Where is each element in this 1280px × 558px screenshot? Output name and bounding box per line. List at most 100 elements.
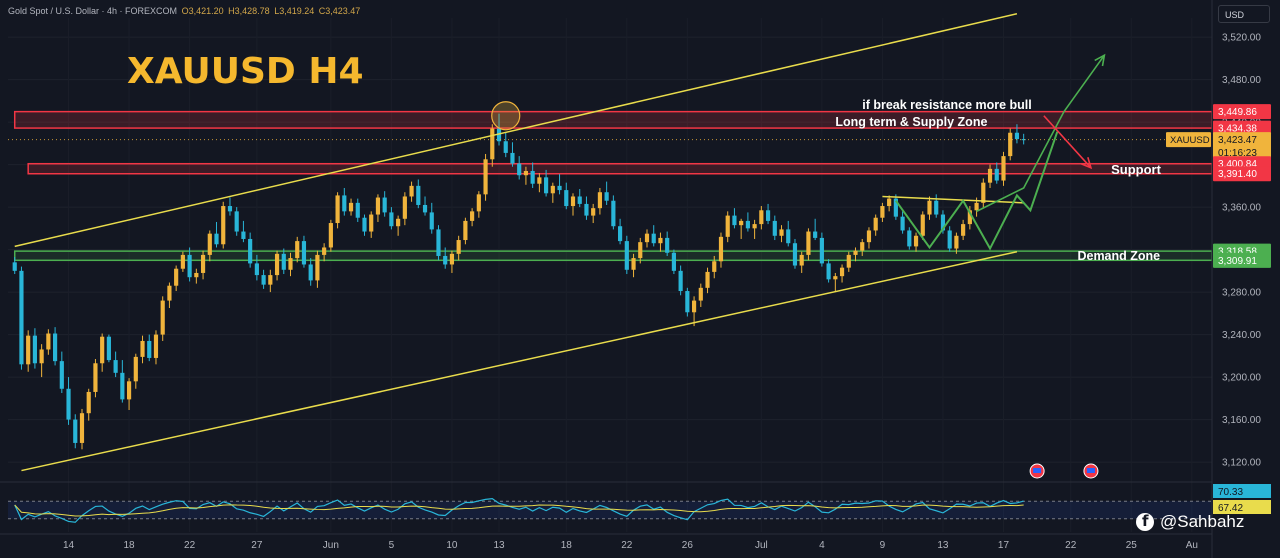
time-tick-label: 22: [1065, 540, 1077, 551]
candle: [463, 217, 468, 245]
event-flag-icon: [1083, 463, 1099, 479]
candle-body: [523, 170, 529, 176]
candle: [167, 282, 172, 309]
candle: [732, 208, 737, 229]
candle-body: [268, 275, 273, 285]
candle-body: [510, 152, 515, 164]
candle: [772, 215, 777, 241]
candle-body: [288, 258, 293, 270]
candle-body: [866, 230, 872, 243]
candle-body: [147, 340, 152, 358]
candle: [866, 227, 872, 249]
candle: [187, 247, 192, 282]
candle-body: [19, 270, 24, 365]
candle-body: [180, 254, 185, 269]
candle: [907, 227, 912, 250]
candle: [1008, 128, 1013, 161]
candle-body: [907, 230, 912, 247]
candle-body: [174, 268, 179, 286]
candle: [591, 203, 596, 224]
candle: [160, 296, 165, 341]
candle-body: [79, 413, 85, 443]
candle-body: [126, 381, 132, 400]
time-tick-label: 27: [251, 540, 263, 551]
candle: [887, 195, 892, 212]
candle: [416, 179, 421, 209]
candle-body: [106, 336, 111, 361]
candle-body: [160, 300, 165, 335]
candle: [126, 378, 132, 411]
candle: [873, 214, 878, 236]
price-label-text: 3,449.86: [1218, 107, 1257, 118]
candle: [786, 220, 791, 247]
symbol-name[interactable]: Gold Spot / U.S. Dollar · 4h · FOREXCOM: [8, 6, 178, 16]
candle: [79, 408, 85, 450]
candle-body: [806, 231, 811, 255]
candle-body: [887, 198, 892, 207]
currency-button[interactable]: USD: [1218, 5, 1270, 23]
price-tick-label: 3,120.00: [1222, 458, 1261, 469]
rsi-value-label: 70.33: [1213, 484, 1271, 498]
candle: [308, 258, 313, 286]
candle-body: [52, 333, 58, 362]
rsi-line: [14, 498, 1024, 523]
candle: [638, 237, 643, 264]
candle: [389, 207, 394, 230]
candle-body: [705, 271, 710, 288]
candle-body: [718, 236, 724, 262]
candle-body: [342, 195, 347, 212]
candle: [530, 162, 535, 188]
candle-body: [880, 206, 885, 218]
candle: [73, 414, 78, 449]
annotation-label: if break resistance more bull: [862, 98, 1032, 112]
price-label-current: 3,423.47 01:16:23 XAUUSD: [1166, 132, 1271, 161]
candle: [476, 191, 481, 218]
candle: [671, 249, 676, 275]
candle: [449, 250, 455, 273]
candle: [496, 113, 502, 146]
time-tick-label: 17: [998, 540, 1010, 551]
candle-body: [604, 192, 609, 201]
candle-body: [261, 275, 266, 285]
candle-body: [846, 254, 851, 268]
candle: [120, 360, 125, 403]
candle: [544, 169, 549, 197]
candles-layer: [12, 113, 1026, 450]
candle-body: [591, 208, 596, 216]
candle: [315, 250, 320, 288]
candle-body: [685, 291, 690, 313]
candle: [470, 208, 475, 227]
rsi-pane: [0, 481, 1280, 523]
candle-body: [940, 214, 946, 231]
candle: [618, 218, 623, 245]
price-label-bg: [1213, 104, 1271, 120]
candle-body: [752, 224, 757, 229]
candle-body: [913, 235, 919, 247]
candle: [396, 215, 401, 236]
candle-body: [954, 235, 959, 249]
price-tick-label: 3,480.00: [1222, 75, 1261, 86]
candle: [369, 211, 374, 238]
time-tick-label: 13: [493, 540, 505, 551]
rsi-ma-text: 67.42: [1218, 503, 1243, 514]
candle: [200, 250, 206, 280]
candle: [221, 201, 226, 249]
candle-body: [322, 247, 327, 255]
candle-body: [221, 206, 226, 245]
candle-body: [819, 237, 824, 264]
candle-body: [389, 212, 394, 227]
candle-body: [496, 128, 502, 142]
candle: [1001, 151, 1006, 186]
candle-body: [315, 254, 320, 281]
candle: [503, 132, 508, 158]
candle: [523, 166, 529, 185]
candle-body: [281, 253, 286, 270]
candle-body: [100, 336, 105, 364]
candle-body: [624, 241, 629, 270]
candle: [66, 377, 71, 425]
candle: [947, 226, 952, 252]
candle: [651, 225, 656, 247]
price-tick-label: 3,160.00: [1222, 415, 1261, 426]
candle: [691, 296, 697, 327]
